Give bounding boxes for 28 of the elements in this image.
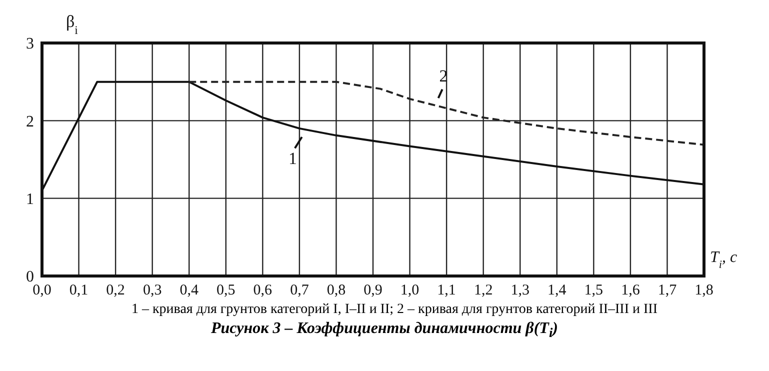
x-tick-label: 0,3 [142,282,162,299]
x-tick-label: 0,5 [216,282,236,299]
x-tick-label: 0,6 [253,282,273,299]
x-tick-label: 1,1 [437,282,456,299]
x-tick-label: 1,6 [621,282,640,299]
y-axis-title: β$_{i}$ [66,12,79,37]
x-tick-label: 0,1 [69,282,88,299]
x-tick-label: 1,2 [474,282,493,299]
x-tick-label: 1,4 [548,282,567,299]
x-tick-label: 0,9 [364,282,382,299]
x-tick-label: 0,4 [180,282,199,299]
text: Рисунок 3 – Коэффициенты динамичности β(T$_{i}$) [210,320,559,342]
x-tick-label: 0,0 [32,282,52,299]
y-tick-label: 3 [26,36,34,53]
x-tick-label: 1,7 [658,282,678,299]
y-tick-label: 1 [26,191,34,208]
x-tick-label: 1,8 [694,282,714,299]
x-tick-label: 1,5 [584,282,604,299]
x-tick-label: 1,0 [400,282,420,299]
x-tick-label: 1,3 [510,282,530,299]
y-tick-label: 2 [26,113,34,130]
y-tick-label: 0 [26,268,34,286]
x-tick-label: 0,8 [326,282,346,299]
text: 1 – кривая для грунтов категорий I, I–II и II; 2 – кривая для грунтов категорий II–III и III [130,302,658,318]
annotation: 1 [288,148,298,168]
x-tick-label: 0,7 [290,282,310,299]
x-tick-label: 0,2 [106,282,125,299]
x-axis-title: T$_{i}$, с [710,249,738,271]
